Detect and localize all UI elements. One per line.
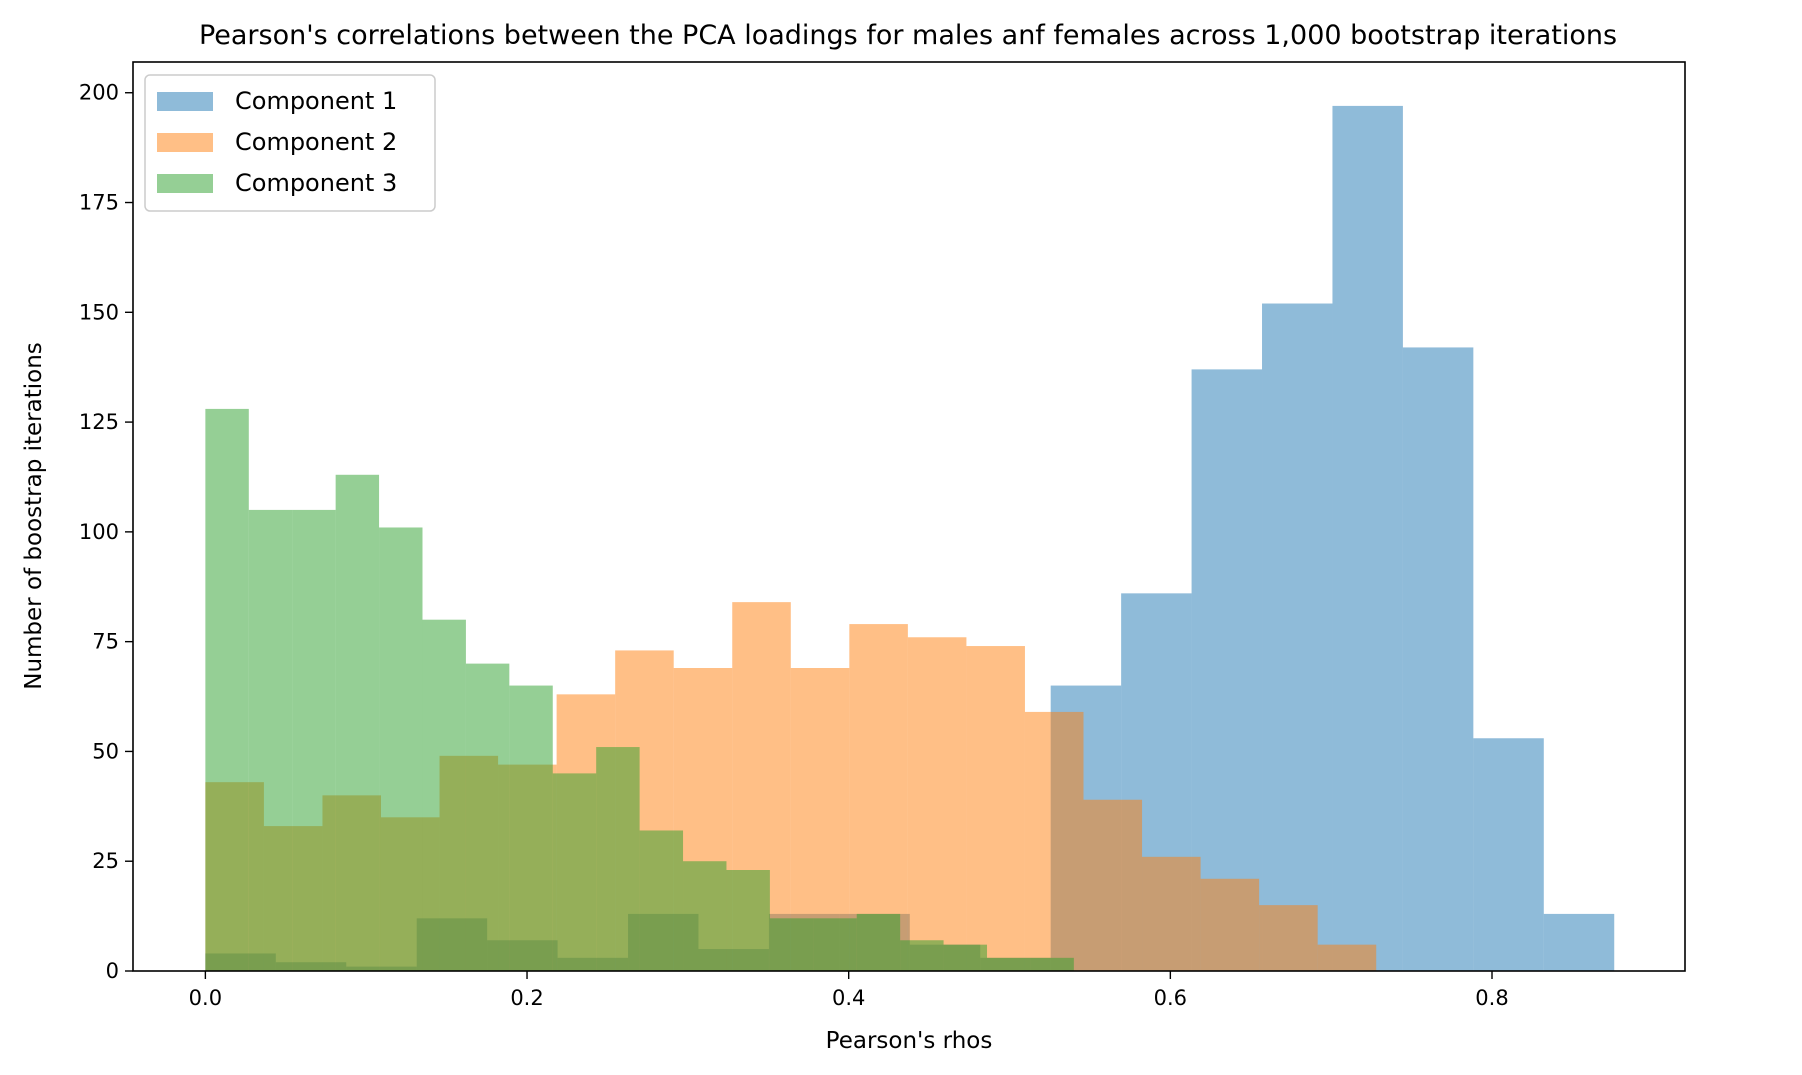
histogram-bar	[1200, 878, 1260, 971]
y-tick-label: 50	[92, 739, 119, 763]
histogram-bar	[849, 624, 908, 971]
x-axis-label: Pearson's rhos	[826, 1028, 993, 1054]
y-tick-label: 125	[79, 410, 119, 434]
histogram-bar	[292, 509, 336, 971]
histogram-bar	[987, 957, 1031, 971]
y-tick-label: 0	[106, 959, 119, 983]
histogram-bar	[1473, 738, 1544, 971]
y-axis-ticks: 0 25 50 75 100 125 150 175 200	[79, 81, 133, 983]
histogram-bar	[966, 646, 1025, 971]
y-tick-label: 100	[79, 520, 119, 544]
x-tick-label: 0.8	[1475, 986, 1508, 1010]
histogram-bar	[465, 663, 510, 971]
histogram-bar	[422, 619, 466, 971]
histogram-bar	[1262, 303, 1333, 971]
histogram-bar	[1030, 957, 1074, 971]
histogram-bar	[1402, 347, 1474, 971]
histogram-bar	[596, 747, 640, 971]
x-tick-label: 0.6	[1154, 986, 1187, 1010]
histogram-bar	[943, 944, 988, 971]
histogram-bar	[1083, 799, 1143, 971]
y-tick-label: 75	[92, 630, 119, 654]
legend-label: Component 2	[235, 128, 397, 156]
histogram-bar	[769, 918, 814, 971]
chart-title: Pearson's correlations between the PCA l…	[199, 20, 1617, 51]
histogram-bars	[205, 105, 1615, 972]
legend: Component 1 Component 2 Component 3	[144, 74, 436, 212]
histogram-bar	[683, 861, 727, 971]
histogram-bar	[1191, 369, 1263, 971]
histogram-bar	[552, 773, 597, 971]
histogram-bar	[248, 509, 293, 971]
histogram-bar	[1259, 905, 1318, 971]
plot-frame	[132, 61, 1686, 972]
x-axis-ticks: 0.0 0.2 0.4 0.6 0.8	[189, 971, 1509, 1010]
histogram-bar	[335, 474, 380, 971]
histogram-bar	[1317, 944, 1377, 971]
legend-frame	[144, 74, 436, 212]
legend-label: Component 1	[235, 87, 397, 115]
legend-swatch	[157, 92, 213, 111]
histogram-bar	[379, 527, 423, 971]
histogram-bar	[639, 830, 684, 971]
x-tick-label: 0.2	[510, 986, 543, 1010]
histogram-bar	[856, 913, 901, 971]
histogram-bar	[509, 685, 553, 971]
x-tick-label: 0.0	[189, 986, 222, 1010]
legend-swatch	[157, 174, 213, 193]
histogram-bar	[205, 408, 249, 971]
y-tick-label: 25	[92, 849, 119, 873]
histogram-bar	[726, 870, 770, 971]
histogram-bar	[1332, 105, 1403, 972]
y-axis-label: Number of boostrap iterations	[21, 342, 47, 690]
legend-swatch	[157, 133, 213, 152]
y-tick-label: 150	[79, 300, 119, 324]
x-tick-label: 0.4	[832, 986, 865, 1010]
series-3-bars	[205, 408, 1074, 971]
histogram-bar	[1543, 913, 1615, 971]
histogram-bar	[1142, 856, 1201, 971]
legend-label: Component 3	[235, 169, 397, 197]
histogram-bar	[907, 637, 967, 971]
y-tick-label: 175	[79, 191, 119, 215]
histogram-bar	[1024, 711, 1084, 971]
histogram-bar	[813, 918, 857, 971]
histogram-bar	[900, 940, 944, 971]
y-tick-label: 200	[79, 81, 119, 105]
